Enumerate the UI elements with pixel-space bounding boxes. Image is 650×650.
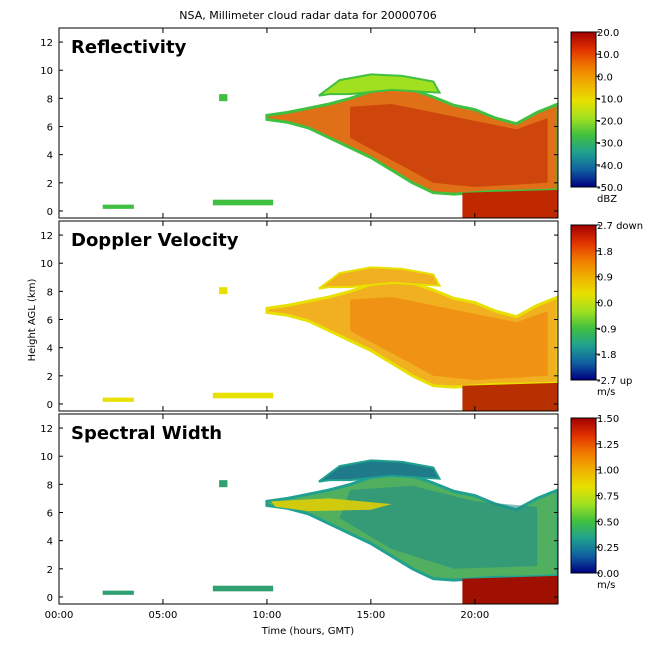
y-tick-label: 6 bbox=[47, 509, 53, 520]
echo-fragment bbox=[219, 480, 228, 488]
colorbar-unit: m/s bbox=[597, 387, 615, 398]
x-axis-label: Time (hours, GMT) bbox=[261, 626, 355, 637]
colorbar-tick-label: -20.0 bbox=[597, 117, 623, 128]
colorbar-tick-label: 1.25 bbox=[597, 440, 619, 451]
echo-fragment bbox=[102, 204, 134, 209]
y-tick-label: 0 bbox=[47, 400, 53, 411]
y-tick-label: 6 bbox=[47, 123, 53, 134]
echo-fragment bbox=[212, 199, 274, 206]
echo-fragment bbox=[102, 590, 134, 595]
cloud-highlight bbox=[271, 498, 392, 512]
panel-frame bbox=[58, 27, 559, 219]
colorbar-tick-label: 0.0 bbox=[597, 299, 613, 310]
colorbar-tick-label: 2.7 down bbox=[597, 221, 643, 232]
upper-cloud-echo bbox=[318, 73, 442, 97]
y-tick-label: 12 bbox=[40, 38, 53, 49]
y-tick-label: 8 bbox=[47, 287, 53, 298]
radar-echo-field bbox=[102, 459, 558, 604]
panel-title: Reflectivity bbox=[71, 37, 187, 58]
y-axis-label: Height AGL (km) bbox=[27, 279, 38, 362]
radar-echo-field bbox=[102, 266, 558, 411]
radar-echo-field bbox=[102, 73, 558, 218]
colorbar-tick-label: 0.50 bbox=[597, 517, 619, 528]
colorbar-tick-label: 1.00 bbox=[597, 466, 619, 477]
panel-doppler-velocity: Doppler Velocity 0 2 4 6 8 10 12 2.7 down 1.8 0.9 0… bbox=[40, 220, 643, 412]
x-tick-label: 05:00 bbox=[149, 610, 178, 621]
cloud-core bbox=[339, 485, 538, 569]
x-tick-label: 20:00 bbox=[460, 610, 489, 621]
y-tick-label: 12 bbox=[40, 424, 53, 435]
colorbar bbox=[570, 31, 597, 188]
y-tick-label: 2 bbox=[47, 372, 53, 383]
colorbar bbox=[570, 417, 597, 574]
echo-fragment bbox=[219, 287, 228, 295]
y-tick-label: 8 bbox=[47, 94, 53, 105]
y-tick-label: 8 bbox=[47, 480, 53, 491]
colorbar-tick-label: 10.0 bbox=[597, 50, 619, 61]
panel-frame bbox=[58, 413, 559, 605]
y-tick-label: 10 bbox=[40, 66, 53, 77]
colorbar-tick-label: -10.0 bbox=[597, 94, 623, 105]
colorbar-tick-label: 0.9 bbox=[597, 273, 613, 284]
colorbar-tick-label: -2.7 up bbox=[597, 376, 632, 387]
x-tick-label: 15:00 bbox=[356, 610, 385, 621]
cloud-core bbox=[350, 297, 548, 380]
y-tick-label: 4 bbox=[47, 344, 53, 355]
x-tick-label: 00:00 bbox=[45, 610, 74, 621]
y-tick-label: 4 bbox=[47, 537, 53, 548]
chart-title: NSA, Millimeter cloud radar data for 200… bbox=[179, 9, 436, 22]
colorbar-tick-label: 0.25 bbox=[597, 543, 619, 554]
colorbar-tick-label: 20.0 bbox=[597, 28, 619, 39]
panel-title: Spectral Width bbox=[71, 423, 222, 444]
colorbar-tick-label: -30.0 bbox=[597, 139, 623, 150]
y-tick-label: 10 bbox=[40, 259, 53, 270]
y-tick-label: 10 bbox=[40, 452, 53, 463]
x-tick-label: 10:00 bbox=[253, 610, 282, 621]
colorbar-tick-label: 1.50 bbox=[597, 414, 619, 425]
panel-reflectivity: Reflectivity 0 2 4 6 8 10 12 20.0 10.0 0.0 -10.0 -20… bbox=[40, 27, 623, 219]
y-tick-label: 2 bbox=[47, 565, 53, 576]
colorbar-tick-label: -0.9 bbox=[597, 324, 617, 335]
cloud-core bbox=[350, 104, 548, 187]
surface-echo bbox=[462, 382, 558, 411]
colorbar-tick-label: -1.8 bbox=[597, 350, 617, 361]
panel-frame bbox=[58, 220, 559, 412]
y-tick-label: 0 bbox=[47, 593, 53, 604]
upper-cloud-echo bbox=[318, 459, 442, 483]
colorbar-tick-label: -50.0 bbox=[597, 183, 623, 194]
colorbar-unit: m/s bbox=[597, 580, 615, 591]
y-tick-label: 2 bbox=[47, 179, 53, 190]
echo-fragment bbox=[102, 397, 134, 402]
panel-title: Doppler Velocity bbox=[71, 230, 239, 251]
echo-fragment bbox=[212, 585, 274, 592]
colorbar-tick-label: 0.00 bbox=[597, 569, 619, 580]
y-tick-label: 6 bbox=[47, 316, 53, 327]
colorbar-tick-label: 1.8 bbox=[597, 247, 613, 258]
panel-spectral-width: Spectral Width 0 2 4 6 8 10 12 00:00 05:00 10:00 15… bbox=[40, 413, 619, 621]
y-tick-label: 0 bbox=[47, 207, 53, 218]
colorbar-tick-label: -40.0 bbox=[597, 161, 623, 172]
y-tick-label: 12 bbox=[40, 231, 53, 242]
surface-echo bbox=[462, 575, 558, 604]
colorbar-tick-label: 0.0 bbox=[597, 72, 613, 83]
upper-cloud-echo bbox=[318, 266, 442, 290]
colorbar-tick-label: 0.75 bbox=[597, 492, 619, 503]
echo-fragment bbox=[219, 94, 228, 102]
y-tick-label: 4 bbox=[47, 151, 53, 162]
echo-fragment bbox=[212, 392, 274, 399]
colorbar bbox=[570, 224, 597, 381]
colorbar-unit: dBZ bbox=[597, 194, 617, 205]
surface-echo bbox=[462, 189, 558, 218]
